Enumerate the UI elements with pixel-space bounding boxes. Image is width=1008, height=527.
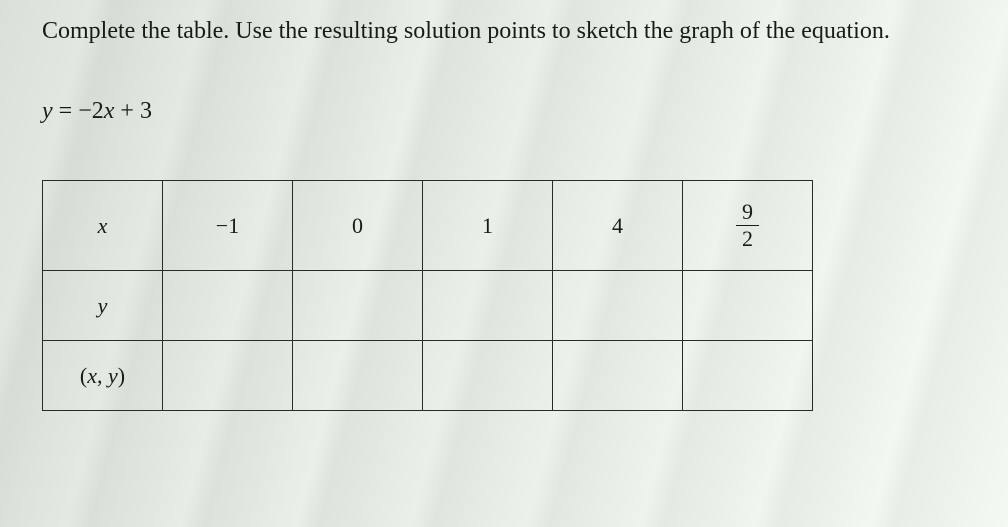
fraction-numerator: 9 (736, 201, 759, 226)
xy-cell-2[interactable] (423, 341, 553, 411)
fraction: 9 2 (736, 201, 759, 250)
fraction-denominator: 2 (736, 226, 759, 250)
x-cell-4: 9 2 (683, 181, 813, 271)
instruction-text: Complete the table. Use the resulting so… (42, 18, 890, 45)
xy-cell-4[interactable] (683, 341, 813, 411)
xy-close-paren: ) (118, 363, 125, 388)
equation-coef: 2 (92, 98, 104, 124)
x-cell-0: −1 (163, 181, 293, 271)
xy-comma: , (97, 363, 108, 388)
y-cell-1[interactable] (293, 271, 423, 341)
y-cell-0[interactable] (163, 271, 293, 341)
equation-plus: + (120, 98, 134, 124)
y-cell-2[interactable] (423, 271, 553, 341)
table-row-xy: (x, y) (43, 341, 813, 411)
row-header-xy: (x, y) (43, 341, 163, 411)
xy-cell-3[interactable] (553, 341, 683, 411)
xy-x-var: x (87, 363, 97, 388)
equation: y = −2x + 3 (42, 98, 152, 125)
x-cell-3: 4 (553, 181, 683, 271)
equation-rhs-var: x (104, 98, 115, 124)
xy-cell-0[interactable] (163, 341, 293, 411)
equation-sign: − (78, 98, 92, 124)
equation-lhs-var: y (42, 98, 53, 124)
row-header-y: y (43, 271, 163, 341)
table-row-x: x −1 0 1 4 9 2 (43, 181, 813, 271)
x-cell-1: 0 (293, 181, 423, 271)
x-cell-2: 1 (423, 181, 553, 271)
xy-y-var: y (108, 363, 118, 388)
equation-equals: = (59, 98, 73, 124)
table-row-y: y (43, 271, 813, 341)
data-table: x −1 0 1 4 9 2 y (x, y) (42, 180, 813, 411)
y-cell-3[interactable] (553, 271, 683, 341)
y-cell-4[interactable] (683, 271, 813, 341)
equation-constant: 3 (140, 98, 152, 124)
row-header-x: x (43, 181, 163, 271)
xy-cell-1[interactable] (293, 341, 423, 411)
